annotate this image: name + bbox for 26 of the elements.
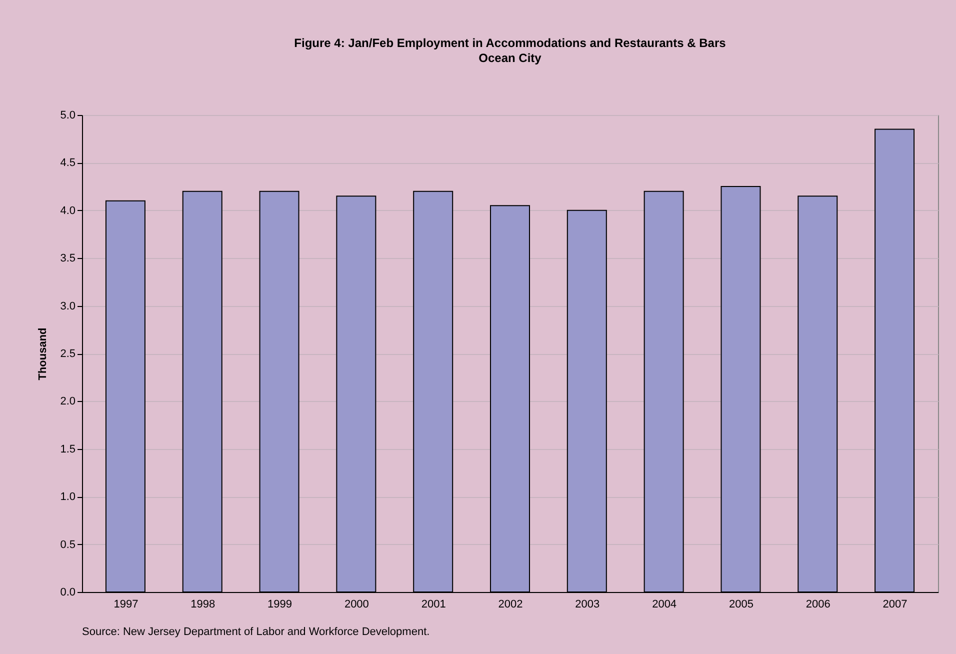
x-tick-label: 2006	[806, 598, 830, 610]
y-tick-label: 0.0	[60, 586, 76, 598]
x-tick-label: 2001	[421, 598, 446, 610]
chart-title: Figure 4: Jan/Feb Employment in Accommodations and Restaurants & Bars	[294, 36, 726, 50]
y-tick-label: 2.5	[60, 348, 76, 360]
x-tick-label: 2007	[882, 598, 908, 610]
chart-subtitle: Ocean City	[478, 51, 542, 65]
y-tick-label: 2.0	[60, 396, 76, 408]
x-tick-label: 2005	[728, 598, 754, 610]
x-tick-label: 2000	[344, 598, 369, 610]
x-tick-label: 1999	[268, 598, 292, 610]
y-tick-label: 4.0	[60, 204, 76, 217]
y-tick-label: 1.0	[60, 491, 76, 504]
source-note: Source: New Jersey Department of Labor and Workforce Development.	[82, 626, 430, 638]
y-tick-label: 5.0	[60, 110, 76, 122]
y-tick-label: 3.0	[60, 300, 76, 312]
x-tick-label: 2004	[652, 598, 677, 610]
y-axis-title: Thousand	[37, 328, 50, 380]
x-tick-label: 2003	[575, 598, 600, 610]
y-tick-label: 0.5	[60, 538, 76, 551]
y-tick-label: 1.5	[60, 443, 76, 456]
x-tick-label: 1998	[190, 598, 216, 610]
y-tick-label: 3.5	[60, 252, 76, 265]
y-tick-label: 4.5	[60, 157, 76, 170]
x-tick-label: 2002	[498, 598, 523, 610]
x-tick-label: 1997	[114, 598, 138, 610]
